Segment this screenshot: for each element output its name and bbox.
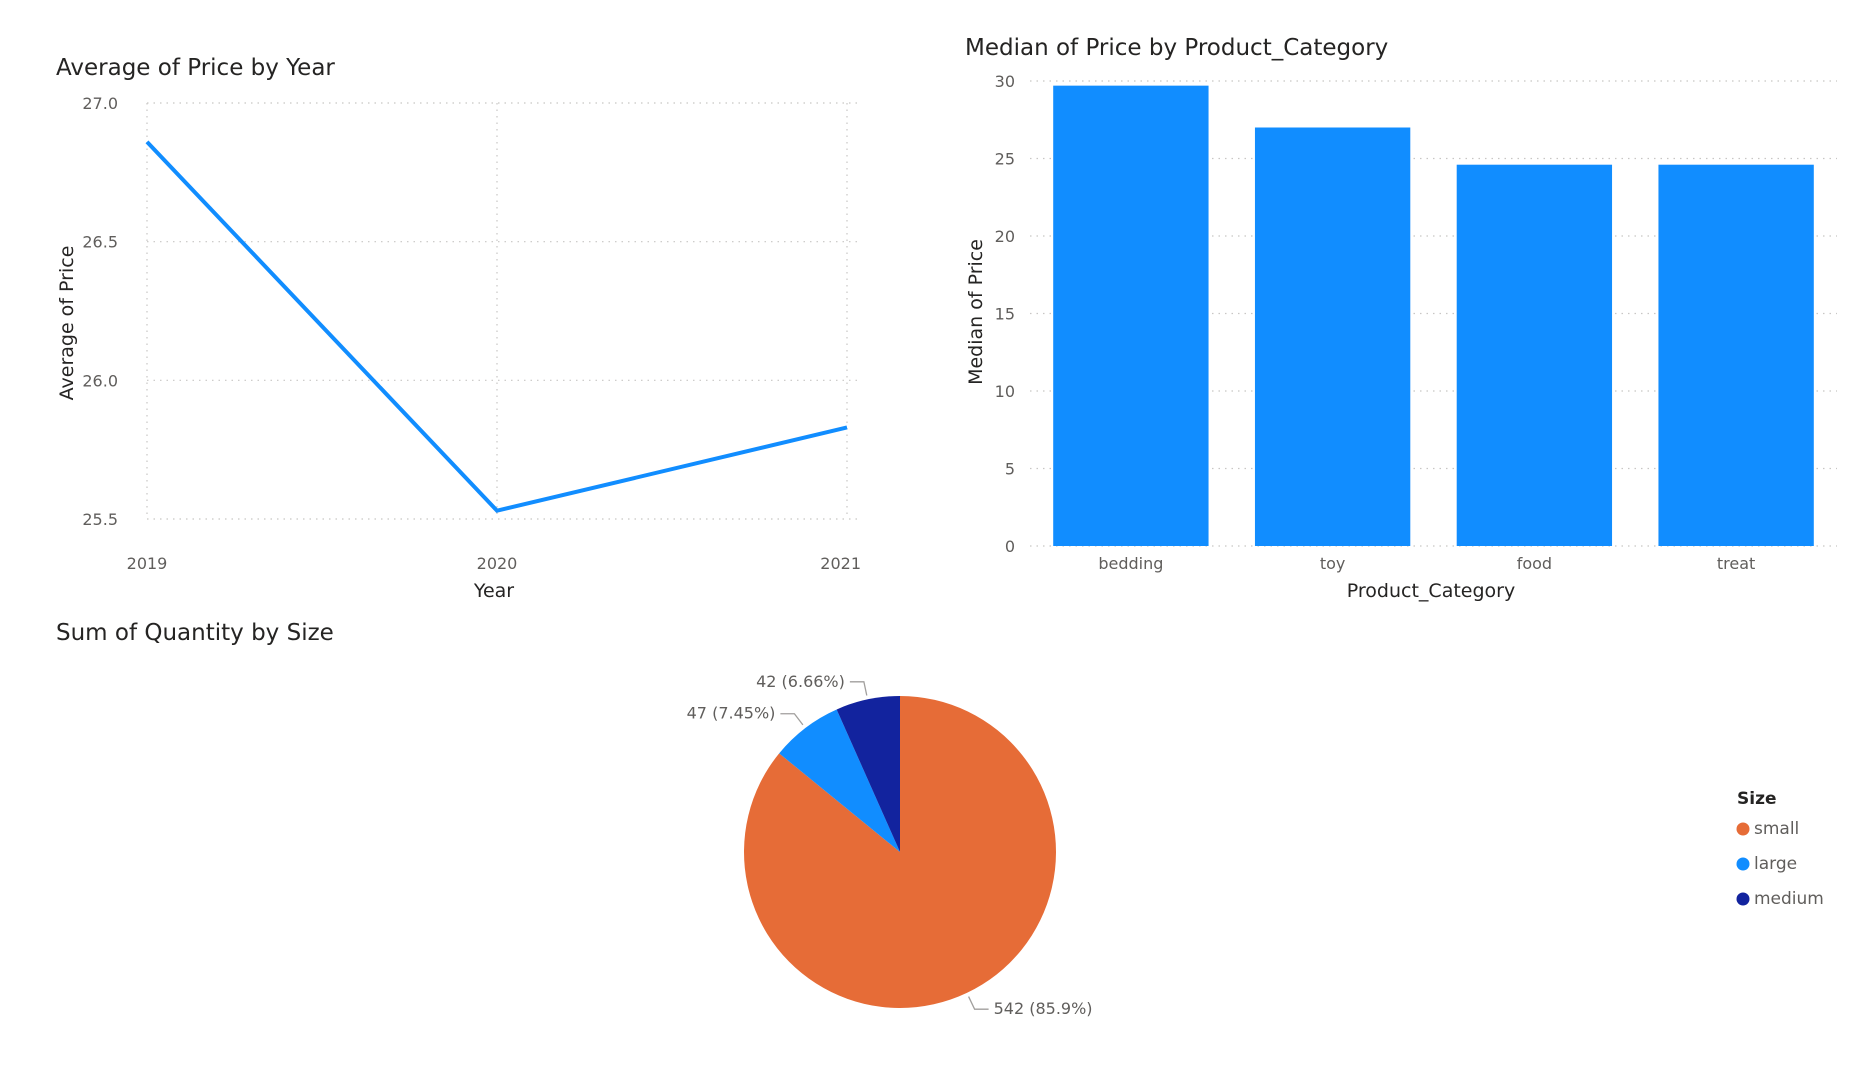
line-chart-x-tick-label: 2020	[477, 554, 518, 573]
bar-chart-bar-bedding[interactable]	[1053, 85, 1209, 547]
bar-chart-y-tick-label: 0	[1005, 537, 1015, 556]
bar-chart-x-tick-label: food	[1517, 554, 1552, 573]
legend-item-medium[interactable]: medium	[1754, 889, 1824, 909]
line-chart-y-tick-label: 27.0	[82, 94, 118, 113]
pie-leader-line	[968, 996, 989, 1010]
line-chart-y-ticks: 25.5 26.0 26.5 27.0	[82, 94, 118, 529]
pie-slice-large[interactable]	[779, 709, 900, 852]
bar-chart-x-tick-label: treat	[1717, 554, 1755, 573]
pie-leader-line	[849, 681, 868, 696]
pie-chart[interactable]: 542 (85.9%) 47 (7.45%) 42 (6.66%) Size sma…	[0, 640, 1864, 1079]
line-chart-gridlines	[146, 102, 857, 520]
legend-title: Size	[1737, 789, 1777, 809]
bar-chart-title: Median of Price by Product_Category	[965, 35, 1389, 61]
line-chart-y-tick-label: 26.5	[82, 233, 118, 252]
line-chart-x-tick-label: 2021	[820, 554, 861, 573]
bar-chart-y-tick-label: 20	[995, 227, 1015, 246]
pie-chart-title: Sum of Quantity by Size	[56, 620, 334, 646]
bar-chart-bar-food[interactable]	[1456, 164, 1613, 546]
pie-leader-line	[780, 713, 804, 726]
bar-chart-x-tick-label: toy	[1320, 554, 1346, 573]
line-chart-series-line[interactable]	[145, 140, 848, 513]
line-chart[interactable]: 25.5 26.0 26.5 27.0 2019 2020 2021 Year Avera…	[0, 0, 900, 620]
legend-item-small[interactable]: small	[1754, 819, 1799, 839]
bar-chart-x-tick-label: bedding	[1098, 554, 1163, 573]
bar-chart-bar-treat[interactable]	[1658, 164, 1814, 546]
bar-chart-x-ticks: bedding toy food treat	[1098, 554, 1755, 573]
pie-slice-medium[interactable]	[836, 696, 900, 852]
pie-data-label: 47 (7.45%)	[687, 704, 776, 723]
pie-slice-small[interactable]	[744, 696, 1057, 1008]
pie-data-label: 542 (85.9%)	[994, 999, 1093, 1018]
line-chart-series	[145, 140, 848, 513]
pie-chart-slices	[744, 696, 1057, 1008]
line-chart-x-ticks: 2019 2020 2021	[127, 554, 861, 573]
legend-marker-small	[1736, 822, 1750, 836]
line-chart-y-tick-label: 26.0	[82, 371, 118, 390]
bar-chart-y-tick-label: 30	[995, 72, 1015, 91]
bar-chart[interactable]: 0 5 10 15 20 25 30 bedding toy food treat Product…	[900, 0, 1864, 620]
legend-marker-medium	[1736, 892, 1750, 906]
legend-marker-large	[1736, 857, 1750, 871]
line-chart-x-tick-label: 2019	[127, 554, 168, 573]
bar-chart-y-tick-label: 5	[1005, 460, 1015, 479]
line-chart-title: Average of Price by Year	[56, 55, 335, 81]
line-chart-y-axis-title: Average of Price	[56, 246, 78, 401]
pie-chart-legend: Size small large medium	[1736, 789, 1824, 909]
line-chart-x-axis-title: Year	[473, 580, 514, 602]
bar-chart-y-tick-label: 15	[995, 305, 1015, 324]
line-chart-y-tick-label: 25.5	[82, 510, 118, 529]
bar-chart-y-axis-title: Median of Price	[965, 239, 987, 385]
bar-chart-bar-toy[interactable]	[1254, 127, 1411, 547]
legend-item-large[interactable]: large	[1754, 854, 1797, 874]
pie-data-label: 42 (6.66%)	[756, 672, 845, 691]
pie-chart-data-labels: 542 (85.9%) 47 (7.45%) 42 (6.66%)	[687, 672, 1093, 1018]
bar-chart-y-tick-label: 25	[995, 150, 1015, 169]
bar-chart-gridlines	[1030, 80, 1837, 547]
bar-chart-x-axis-title: Product_Category	[1347, 580, 1515, 602]
bar-chart-y-ticks: 0 5 10 15 20 25 30	[995, 72, 1015, 556]
bar-chart-y-tick-label: 10	[995, 382, 1015, 401]
bar-chart-bars	[1053, 85, 1814, 547]
